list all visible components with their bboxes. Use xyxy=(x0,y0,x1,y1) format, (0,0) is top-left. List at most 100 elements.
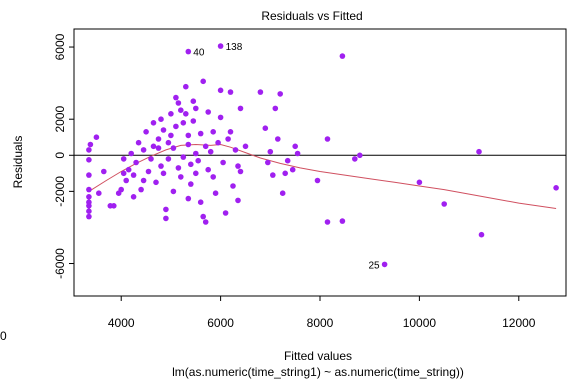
data-point xyxy=(227,129,234,135)
data-point xyxy=(235,163,241,169)
data-point xyxy=(212,190,219,196)
data-point xyxy=(227,89,234,95)
data-point xyxy=(292,143,299,150)
y-axis: -6000 -2000 0 2000 6000 xyxy=(53,33,74,279)
y-tick-label: 2000 xyxy=(53,106,67,133)
data-point xyxy=(217,43,224,49)
chart-title: Residuals vs Fitted xyxy=(261,9,362,23)
data-point xyxy=(205,166,211,173)
data-point xyxy=(217,87,224,94)
data-point xyxy=(86,157,92,163)
data-point xyxy=(272,105,279,112)
data-point xyxy=(148,156,154,162)
data-point xyxy=(123,177,129,184)
data-point xyxy=(265,159,271,166)
data-point xyxy=(86,194,92,200)
data-point xyxy=(188,161,194,168)
data-point xyxy=(130,172,137,178)
data-point xyxy=(178,174,184,180)
data-point xyxy=(202,143,209,150)
data-point xyxy=(185,48,192,55)
data-point xyxy=(173,94,179,101)
data-point xyxy=(93,134,100,140)
data-point xyxy=(168,132,174,139)
data-point xyxy=(118,186,124,193)
data-point xyxy=(220,159,226,166)
data-point xyxy=(277,91,284,97)
data-point xyxy=(275,136,281,142)
data-point xyxy=(86,213,92,220)
x-tick-label: 8000 xyxy=(307,316,334,330)
data-point xyxy=(173,123,179,130)
outlier-label: 40 xyxy=(193,48,205,59)
data-point xyxy=(279,190,286,196)
data-point xyxy=(441,201,448,207)
data-point xyxy=(158,116,164,122)
data-point xyxy=(185,141,192,148)
y-tick-label: 0 xyxy=(53,152,67,159)
data-point xyxy=(553,185,559,191)
data-point xyxy=(125,166,132,173)
data-point xyxy=(289,166,296,173)
data-point xyxy=(143,129,149,135)
y-tick-label: -2000 xyxy=(53,176,67,207)
data-point xyxy=(197,199,204,205)
y-tick-label: 6000 xyxy=(53,33,67,60)
data-point xyxy=(210,129,216,135)
data-point xyxy=(282,170,289,177)
data-point xyxy=(476,148,482,155)
data-point xyxy=(190,118,197,124)
data-point xyxy=(180,120,187,126)
data-point xyxy=(225,136,231,142)
data-point xyxy=(170,145,177,151)
data-point xyxy=(168,111,174,117)
data-point xyxy=(381,261,388,268)
data-point xyxy=(86,199,92,205)
data-point xyxy=(200,78,206,85)
data-point xyxy=(215,139,221,146)
x-axis: 4000 6000 8000 10000 12000 xyxy=(108,296,536,330)
y-axis-label: Residuals xyxy=(11,136,25,189)
data-point xyxy=(130,194,137,200)
data-point xyxy=(96,190,102,196)
data-point xyxy=(158,163,164,169)
data-point xyxy=(165,156,172,162)
data-point xyxy=(262,125,269,131)
data-point xyxy=(178,107,184,113)
data-point xyxy=(222,210,229,216)
data-point xyxy=(357,152,363,159)
data-point xyxy=(193,170,199,177)
x-tick-label: 12000 xyxy=(502,316,536,330)
data-point xyxy=(153,179,159,186)
data-point xyxy=(150,120,157,126)
data-point xyxy=(140,177,147,184)
outlier-label: 25 xyxy=(368,260,380,271)
data-point xyxy=(135,139,142,146)
data-point xyxy=(175,100,182,106)
y-tick-label: -6000 xyxy=(53,248,67,279)
data-point xyxy=(232,147,239,153)
data-point xyxy=(230,183,236,189)
data-point xyxy=(86,208,92,214)
smooth-line xyxy=(88,143,557,209)
data-point xyxy=(111,203,117,209)
data-point xyxy=(188,181,194,187)
data-point xyxy=(200,213,206,220)
data-point xyxy=(202,219,209,225)
data-point xyxy=(416,179,423,186)
data-point xyxy=(183,83,189,90)
data-point xyxy=(284,157,291,164)
data-point xyxy=(163,215,169,222)
data-point xyxy=(86,172,92,178)
data-point xyxy=(237,168,244,175)
data-point xyxy=(120,156,127,162)
x-tick-label: 4000 xyxy=(108,316,135,330)
data-point xyxy=(237,105,244,112)
data-point xyxy=(183,111,189,117)
data-point xyxy=(267,148,274,155)
data-point xyxy=(294,150,301,157)
data-point xyxy=(242,143,249,150)
data-point xyxy=(210,174,216,180)
data-point xyxy=(314,177,321,184)
